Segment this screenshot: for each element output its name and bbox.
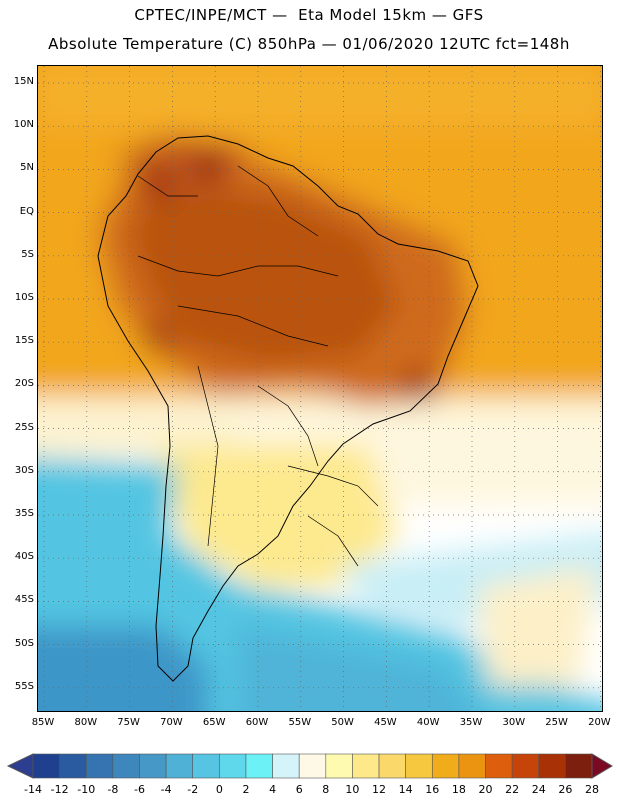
colorbar-segment [511,753,540,779]
colorbar-segment [112,753,140,779]
lon-tick-label: 35W [459,717,483,728]
colorbar-segment [139,753,167,779]
colorbar-tick-label: 26 [558,783,573,796]
lat-tick-label: 10N [13,119,34,131]
colorbar-segment [165,753,194,779]
colorbar-segment [485,753,513,779]
colorbar-segment [325,753,353,779]
lon-tick-label: 75W [117,717,140,728]
lon-tick-label: 55W [288,717,312,728]
lat-tick-label: 25S [14,421,34,433]
title-line-1: CPTEC/INPE/MCT — Eta Model 15km — GFS [134,6,484,24]
colorbar-tick-label: 2 [242,783,250,796]
colorbar-segment [272,753,300,779]
colorbar-segment [245,753,273,779]
lat-tick-label: 35S [14,508,34,519]
colorbar-segment [352,753,380,779]
lon-tick-label: 30W [502,717,526,728]
colorbar-tick-label: 8 [322,783,330,796]
colorbar-tick-label: -14 [24,783,42,796]
colorbar-tick-label: -10 [77,783,96,796]
colorbar-segment [538,753,566,779]
lon-tick-label: 45W [374,717,397,728]
lon-tick-label: 50W [331,717,354,728]
lat-tick-label: EQ [19,205,34,217]
lat-tick-label: 10S [14,292,34,303]
colorbar-segment [32,753,60,779]
colorbar-tick-label: 18 [451,783,466,796]
lat-tick-label: 55S [14,680,34,692]
lon-tick-label: 65W [202,717,226,728]
colorbar-tick-label: 0 [215,783,223,796]
colorbar-tick-label: 4 [269,783,277,796]
lat-tick-label: 40S [14,551,34,563]
colorbar-tick-label: 16 [425,783,440,796]
colorbar-tick-label: 10 [345,783,360,796]
colorbar-tick-label: 28 [585,783,599,796]
colorbar-tick-label: 20 [478,783,493,796]
lat-tick-label: 15N [13,76,34,87]
colorbar-segment [192,753,220,779]
colorbar-tick-label: 22 [505,783,520,796]
temperature-map [38,66,602,711]
colorbar-tick-label: -2 [187,783,199,796]
lon-tick-label: 20W [588,717,611,728]
lat-tick-label: 30S [14,464,34,476]
lat-tick-label: 20S [14,378,34,390]
lon-tick-label: 60W [245,717,269,728]
temperature-field [38,66,602,711]
lat-tick-label: 45S [14,594,34,606]
lat-tick-label: 50S [14,637,34,649]
colorbar-segment [59,753,87,779]
colorbar-segment [431,753,460,779]
colorbar-segment [405,753,433,779]
colorbar-segment [219,753,247,779]
colorbar-tick-label: -6 [133,783,145,796]
title-line-2: Absolute Temperature (C) 850hPa — 01/06/… [48,35,570,53]
lon-tick-label: 40W [416,717,440,728]
lon-tick-label: 80W [74,717,98,728]
colorbar-segment [378,753,406,779]
lat-tick-label: 5N [20,162,34,174]
lat-tick-label: 15S [14,335,34,347]
colorbar-segment [565,753,593,779]
colorbar-segment [85,753,114,779]
lat-tick-label: 5S [21,248,34,260]
colorbar-segment [458,753,486,779]
colorbar-tick-label: 14 [398,783,413,796]
map-panel [37,65,603,712]
lon-tick-label: 85W [31,717,55,728]
coastline [97,135,479,682]
colorbar-tick-label: -4 [160,783,172,796]
colorbar-min-arrow [6,753,34,779]
lon-tick-label: 70W [160,717,183,728]
lon-tick-label: 25W [545,717,568,728]
colorbar-tick-label: -8 [107,783,119,796]
colorbar-tick-label: 6 [295,783,303,796]
country-borders [137,165,379,567]
colorbar-tick-label: -12 [50,783,69,796]
colorbar-segment [298,753,327,779]
colorbar-tick-label: 24 [531,783,546,796]
colorbar-tick-label: 12 [372,783,387,796]
colorbar-max-arrow [591,753,613,779]
